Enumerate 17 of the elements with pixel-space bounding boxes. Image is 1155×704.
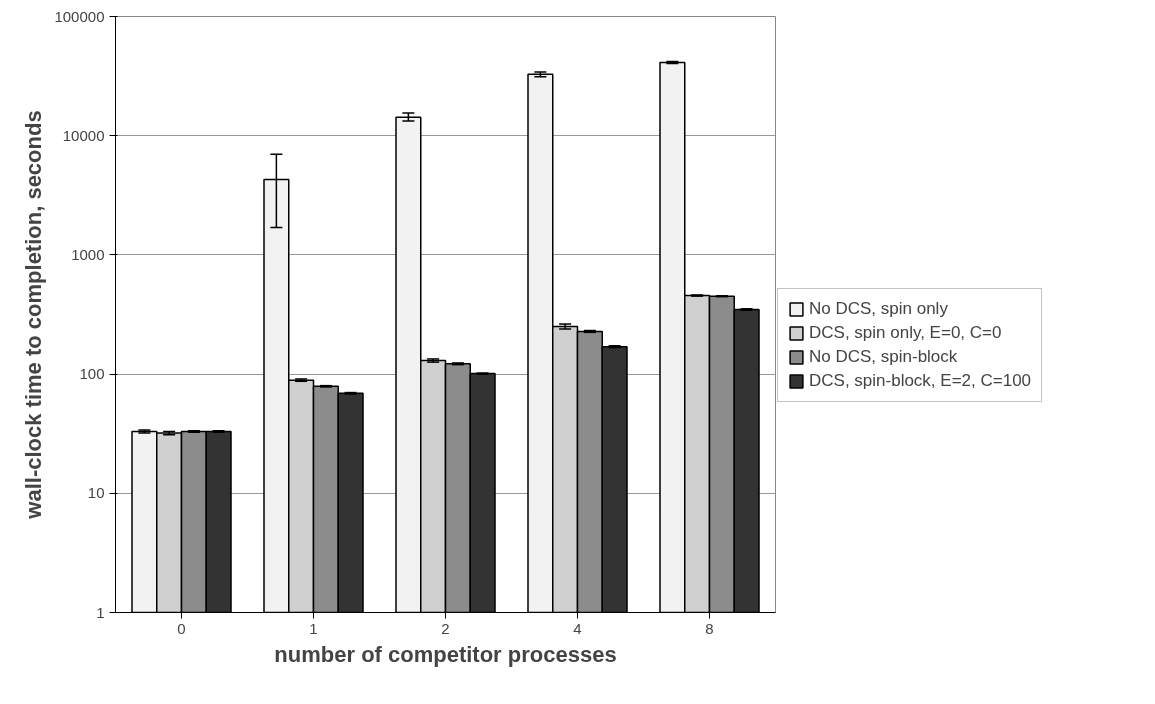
y-tick-label: 1000 — [71, 245, 105, 263]
y-axis-title: wall-clock time to completion, seconds — [21, 110, 47, 520]
legend-label: DCS, spin-block, E=2, C=100 — [809, 371, 1032, 391]
x-tick-label: 2 — [441, 619, 450, 637]
legend-label: No DCS, spin-block — [809, 347, 958, 367]
x-axis-title: number of competitor processes — [274, 641, 617, 667]
y-tick-label: 100 — [79, 365, 105, 383]
legend-label: No DCS, spin only — [809, 299, 948, 319]
x-tick-label: 4 — [573, 619, 582, 637]
x-tick-label: 8 — [705, 619, 714, 637]
x-tick-label: 1 — [309, 619, 318, 637]
y-tick-label: 1 — [96, 603, 105, 621]
y-tick-label: 100000 — [54, 7, 105, 25]
legend-label: DCS, spin only, E=0, C=0 — [809, 323, 1002, 343]
y-tick-label: 10 — [87, 484, 105, 502]
x-tick-label: 0 — [177, 619, 186, 637]
y-tick-label: 10000 — [62, 126, 105, 144]
